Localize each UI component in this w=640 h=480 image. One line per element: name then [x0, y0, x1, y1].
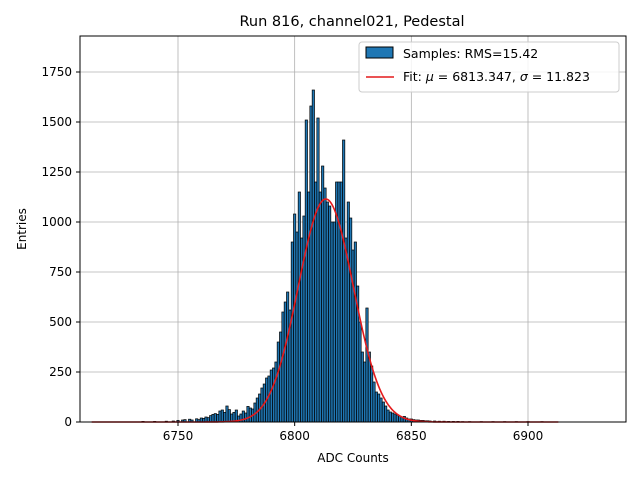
axis-ticks: 6750 6800 6850 6900 0 250 500 750 1000 1250 1500 17…: [41, 65, 543, 443]
legend-entry-samples: Samples: RMS=15.42: [403, 46, 538, 61]
histogram-bar: [281, 311, 285, 423]
axes-frame: [79, 35, 627, 423]
histogram-bar: [211, 414, 215, 423]
histogram-bar: [393, 413, 397, 423]
histogram-bar: [274, 361, 278, 423]
legend-box: [358, 41, 620, 93]
chart-title: Run 816, channel021, Pedestal: [239, 14, 464, 30]
histogram-bar: [225, 405, 229, 423]
x-tick-label: 6750: [163, 429, 194, 443]
histogram-bar: [309, 105, 313, 423]
y-tick-label: 500: [49, 315, 72, 329]
histogram-bar: [316, 117, 320, 423]
legend: Samples: RMS=15.42 Fit: μ = 6813.347, σ …: [358, 41, 620, 93]
x-tick-label: 6850: [396, 429, 427, 443]
x-tick-label: 6900: [513, 429, 544, 443]
histogram-bar: [358, 321, 362, 423]
histogram-bar: [302, 215, 306, 423]
y-tick-label: 0: [64, 415, 72, 429]
y-axis-label: Entries: [15, 208, 29, 250]
y-tick-label: 1250: [41, 165, 72, 179]
legend-swatch-samples: [365, 46, 394, 59]
histogram-bar: [246, 406, 250, 423]
histogram-bar: [372, 381, 376, 423]
histogram-bar: [323, 187, 327, 423]
histogram-bar: [386, 409, 390, 423]
y-tick-label: 1750: [41, 65, 72, 79]
histogram-bar: [365, 307, 369, 423]
x-axis-label: ADC Counts: [317, 451, 389, 465]
histogram-bar: [344, 237, 348, 423]
histogram-bar: [379, 397, 383, 423]
histogram-bar: [295, 231, 299, 423]
histogram-bar: [218, 410, 222, 423]
y-tick-label: 1500: [41, 115, 72, 129]
histogram-bar: [267, 375, 271, 423]
y-tick-label: 250: [49, 365, 72, 379]
y-tick-label: 1000: [41, 215, 72, 229]
y-tick-label: 750: [49, 265, 72, 279]
histogram-bar: [330, 221, 334, 423]
x-tick-label: 6800: [279, 429, 310, 443]
histogram-bar: [351, 249, 355, 423]
legend-entry-fit: Fit: μ = 6813.347, σ = 11.823: [403, 69, 590, 84]
